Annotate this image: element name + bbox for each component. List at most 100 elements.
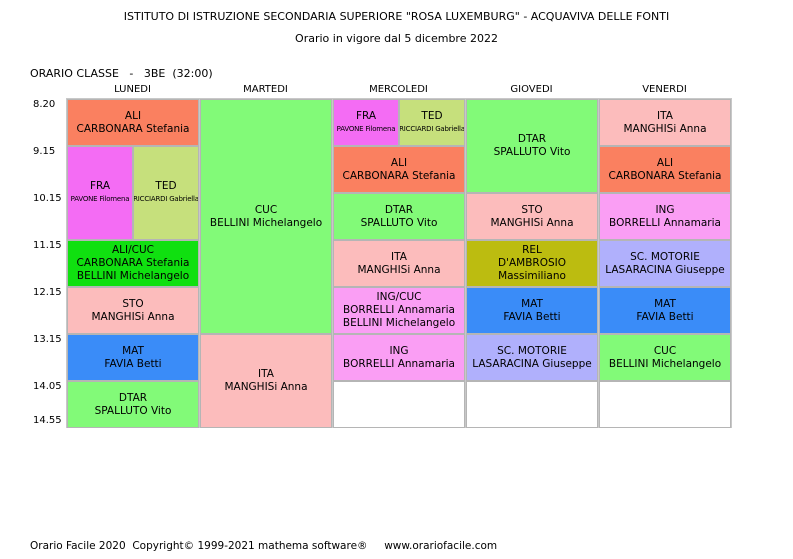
subject-label: ITA <box>657 109 673 122</box>
grid-divider <box>332 98 333 428</box>
lesson-cell[interactable]: MAT FAVIA Betti <box>466 287 598 334</box>
day-header-tuesday: MARTEDI <box>243 84 288 95</box>
grid-top-line <box>66 98 732 99</box>
time-label: 9.15 <box>33 146 56 157</box>
subject-label: MAT <box>122 344 144 357</box>
lesson-cell[interactable]: DTAR SPALLUTO Vito <box>67 381 199 428</box>
lesson-cell[interactable]: ALI CARBONARA Stefania <box>333 146 465 193</box>
empty-cell <box>466 381 598 428</box>
lesson-cell[interactable]: STO MANGHISi Anna <box>67 287 199 334</box>
teacher-label: BORRELLI Annamaria <box>343 357 455 370</box>
lesson-cell[interactable]: TED RICCIARDI Gabriella <box>133 146 199 240</box>
lesson-cell[interactable]: MAT FAVIA Betti <box>599 287 731 334</box>
teacher-label: SPALLUTO Vito <box>360 216 438 229</box>
teacher-label: BELLINI Michelangelo <box>608 357 722 370</box>
grid-divider <box>598 98 599 428</box>
teacher-label: RICCIARDI Gabriella <box>133 195 199 203</box>
time-label: 14.55 <box>33 415 62 426</box>
lesson-cell[interactable]: STO MANGHISi Anna <box>466 193 598 240</box>
teacher-label: FAVIA Betti <box>104 357 162 370</box>
subject-label: DTAR <box>384 203 414 216</box>
day-header-wednesday: MERCOLEDI <box>369 84 428 95</box>
time-label: 10.15 <box>33 193 62 204</box>
time-label: 12.15 <box>33 287 62 298</box>
teacher-label: MANGHISi Anna <box>490 216 574 229</box>
teacher-label: FAVIA Betti <box>503 310 561 323</box>
day-header-monday: LUNEDI <box>114 84 151 95</box>
teacher-label: SPALLUTO Vito <box>493 146 571 158</box>
subject-label: TED <box>155 180 177 192</box>
class-label: ORARIO CLASSE - 3BE (32:00) <box>30 67 213 80</box>
teacher-label: BELLINI Michelangelo <box>76 270 190 282</box>
subject-label: ALI <box>390 156 408 169</box>
lesson-cell[interactable]: ALI CARBONARA Stefania <box>599 146 731 193</box>
teacher-label: LASARACINA Giuseppe <box>605 263 725 276</box>
subject-label: FRA <box>355 109 377 122</box>
lesson-cell[interactable]: DTAR SPALLUTO Vito <box>333 193 465 240</box>
subject-label: ALI <box>656 156 674 169</box>
lesson-cell[interactable]: ING BORRELLI Annamaria <box>599 193 731 240</box>
subject-label: STO <box>122 297 144 310</box>
teacher-label: FAVIA Betti <box>636 310 694 323</box>
lesson-cell[interactable]: ALI/CUC CARBONARA Stefania BELLINI Miche… <box>67 240 199 287</box>
teacher-label: RICCIARDI Gabriella <box>399 124 465 133</box>
subject-label: MAT <box>654 297 676 310</box>
teacher-label: MANGHISi Anna <box>91 310 175 323</box>
time-label: 14.05 <box>33 381 62 392</box>
lesson-cell[interactable]: FRA PAVONE Filomena <box>333 99 399 146</box>
subject-label: DTAR <box>517 133 547 145</box>
time-label: 11.15 <box>33 240 62 251</box>
subject-label: MAT <box>521 297 543 310</box>
teacher-label: BELLINI Michelangelo <box>209 216 323 229</box>
lesson-cell[interactable]: ITA MANGHISi Anna <box>599 99 731 146</box>
grid-divider <box>66 98 67 428</box>
lesson-cell[interactable]: REL D'AMBROSIO Massimiliano <box>466 240 598 287</box>
teacher-label: BELLINI Michelangelo <box>342 317 456 329</box>
teacher-label: BORRELLI Annamaria <box>343 304 455 316</box>
subject-label: SC. MOTORIE <box>497 344 567 357</box>
lesson-cell[interactable]: CUC BELLINI Michelangelo <box>599 334 731 381</box>
lesson-cell[interactable]: TED RICCIARDI Gabriella <box>399 99 465 146</box>
grid-divider <box>731 98 732 428</box>
footer-copyright: Orario Facile 2020 Copyright© 1999-2021 … <box>30 540 498 552</box>
lesson-cell[interactable]: MAT FAVIA Betti <box>67 334 199 381</box>
empty-cell <box>333 381 465 428</box>
lesson-cell[interactable]: DTAR SPALLUTO Vito <box>466 99 598 193</box>
teacher-label: SPALLUTO Vito <box>94 404 172 417</box>
teacher-label: CARBONARA Stefania <box>342 169 456 182</box>
validity-subtitle: Orario in vigore dal 5 dicembre 2022 <box>295 32 498 45</box>
lesson-cell[interactable]: ING BORRELLI Annamaria <box>333 334 465 381</box>
grid-divider <box>199 98 200 428</box>
subject-label: ING <box>389 344 409 357</box>
subject-label: FRA <box>89 180 111 192</box>
lesson-cell[interactable]: CUC BELLINI Michelangelo <box>200 99 332 334</box>
lesson-cell[interactable]: FRA PAVONE Filomena <box>67 146 133 240</box>
subject-label: ALI/CUC <box>111 244 154 256</box>
teacher-label: MANGHISi Anna <box>623 122 707 135</box>
teacher-label: CARBONARA Stefania <box>608 169 722 182</box>
subject-label: REL <box>522 244 542 256</box>
subject-label: ING <box>655 203 675 216</box>
subject-label: STO <box>521 203 543 216</box>
lesson-cell[interactable]: ITA MANGHISi Anna <box>333 240 465 287</box>
teacher-label: PAVONE Filomena <box>336 124 396 133</box>
time-label: 13.15 <box>33 334 62 345</box>
subject-label: ING/CUC <box>376 291 422 303</box>
day-header-friday: VENERDI <box>642 84 687 95</box>
subject-label: CUC <box>254 203 278 216</box>
lesson-cell[interactable]: ALI CARBONARA Stefania <box>67 99 199 146</box>
empty-cell <box>599 381 731 428</box>
subject-label: ITA <box>258 368 274 380</box>
lesson-cell[interactable]: SC. MOTORIE LASARACINA Giuseppe <box>599 240 731 287</box>
teacher-label: CARBONARA Stefania <box>76 122 190 135</box>
subject-label: CUC <box>653 344 677 357</box>
lesson-cell[interactable]: SC. MOTORIE LASARACINA Giuseppe <box>466 334 598 381</box>
subject-label: ITA <box>391 250 407 263</box>
teacher-label: BORRELLI Annamaria <box>609 216 721 229</box>
subject-label: SC. MOTORIE <box>630 250 700 263</box>
lesson-cell[interactable]: ING/CUC BORRELLI Annamaria BELLINI Miche… <box>333 287 465 334</box>
subject-label: TED <box>421 109 443 122</box>
school-title: ISTITUTO DI ISTRUZIONE SECONDARIA SUPERI… <box>123 10 670 23</box>
lesson-cell[interactable]: ITA MANGHISi Anna <box>200 334 332 428</box>
teacher-label: D'AMBROSIO Massimiliano <box>497 257 566 282</box>
